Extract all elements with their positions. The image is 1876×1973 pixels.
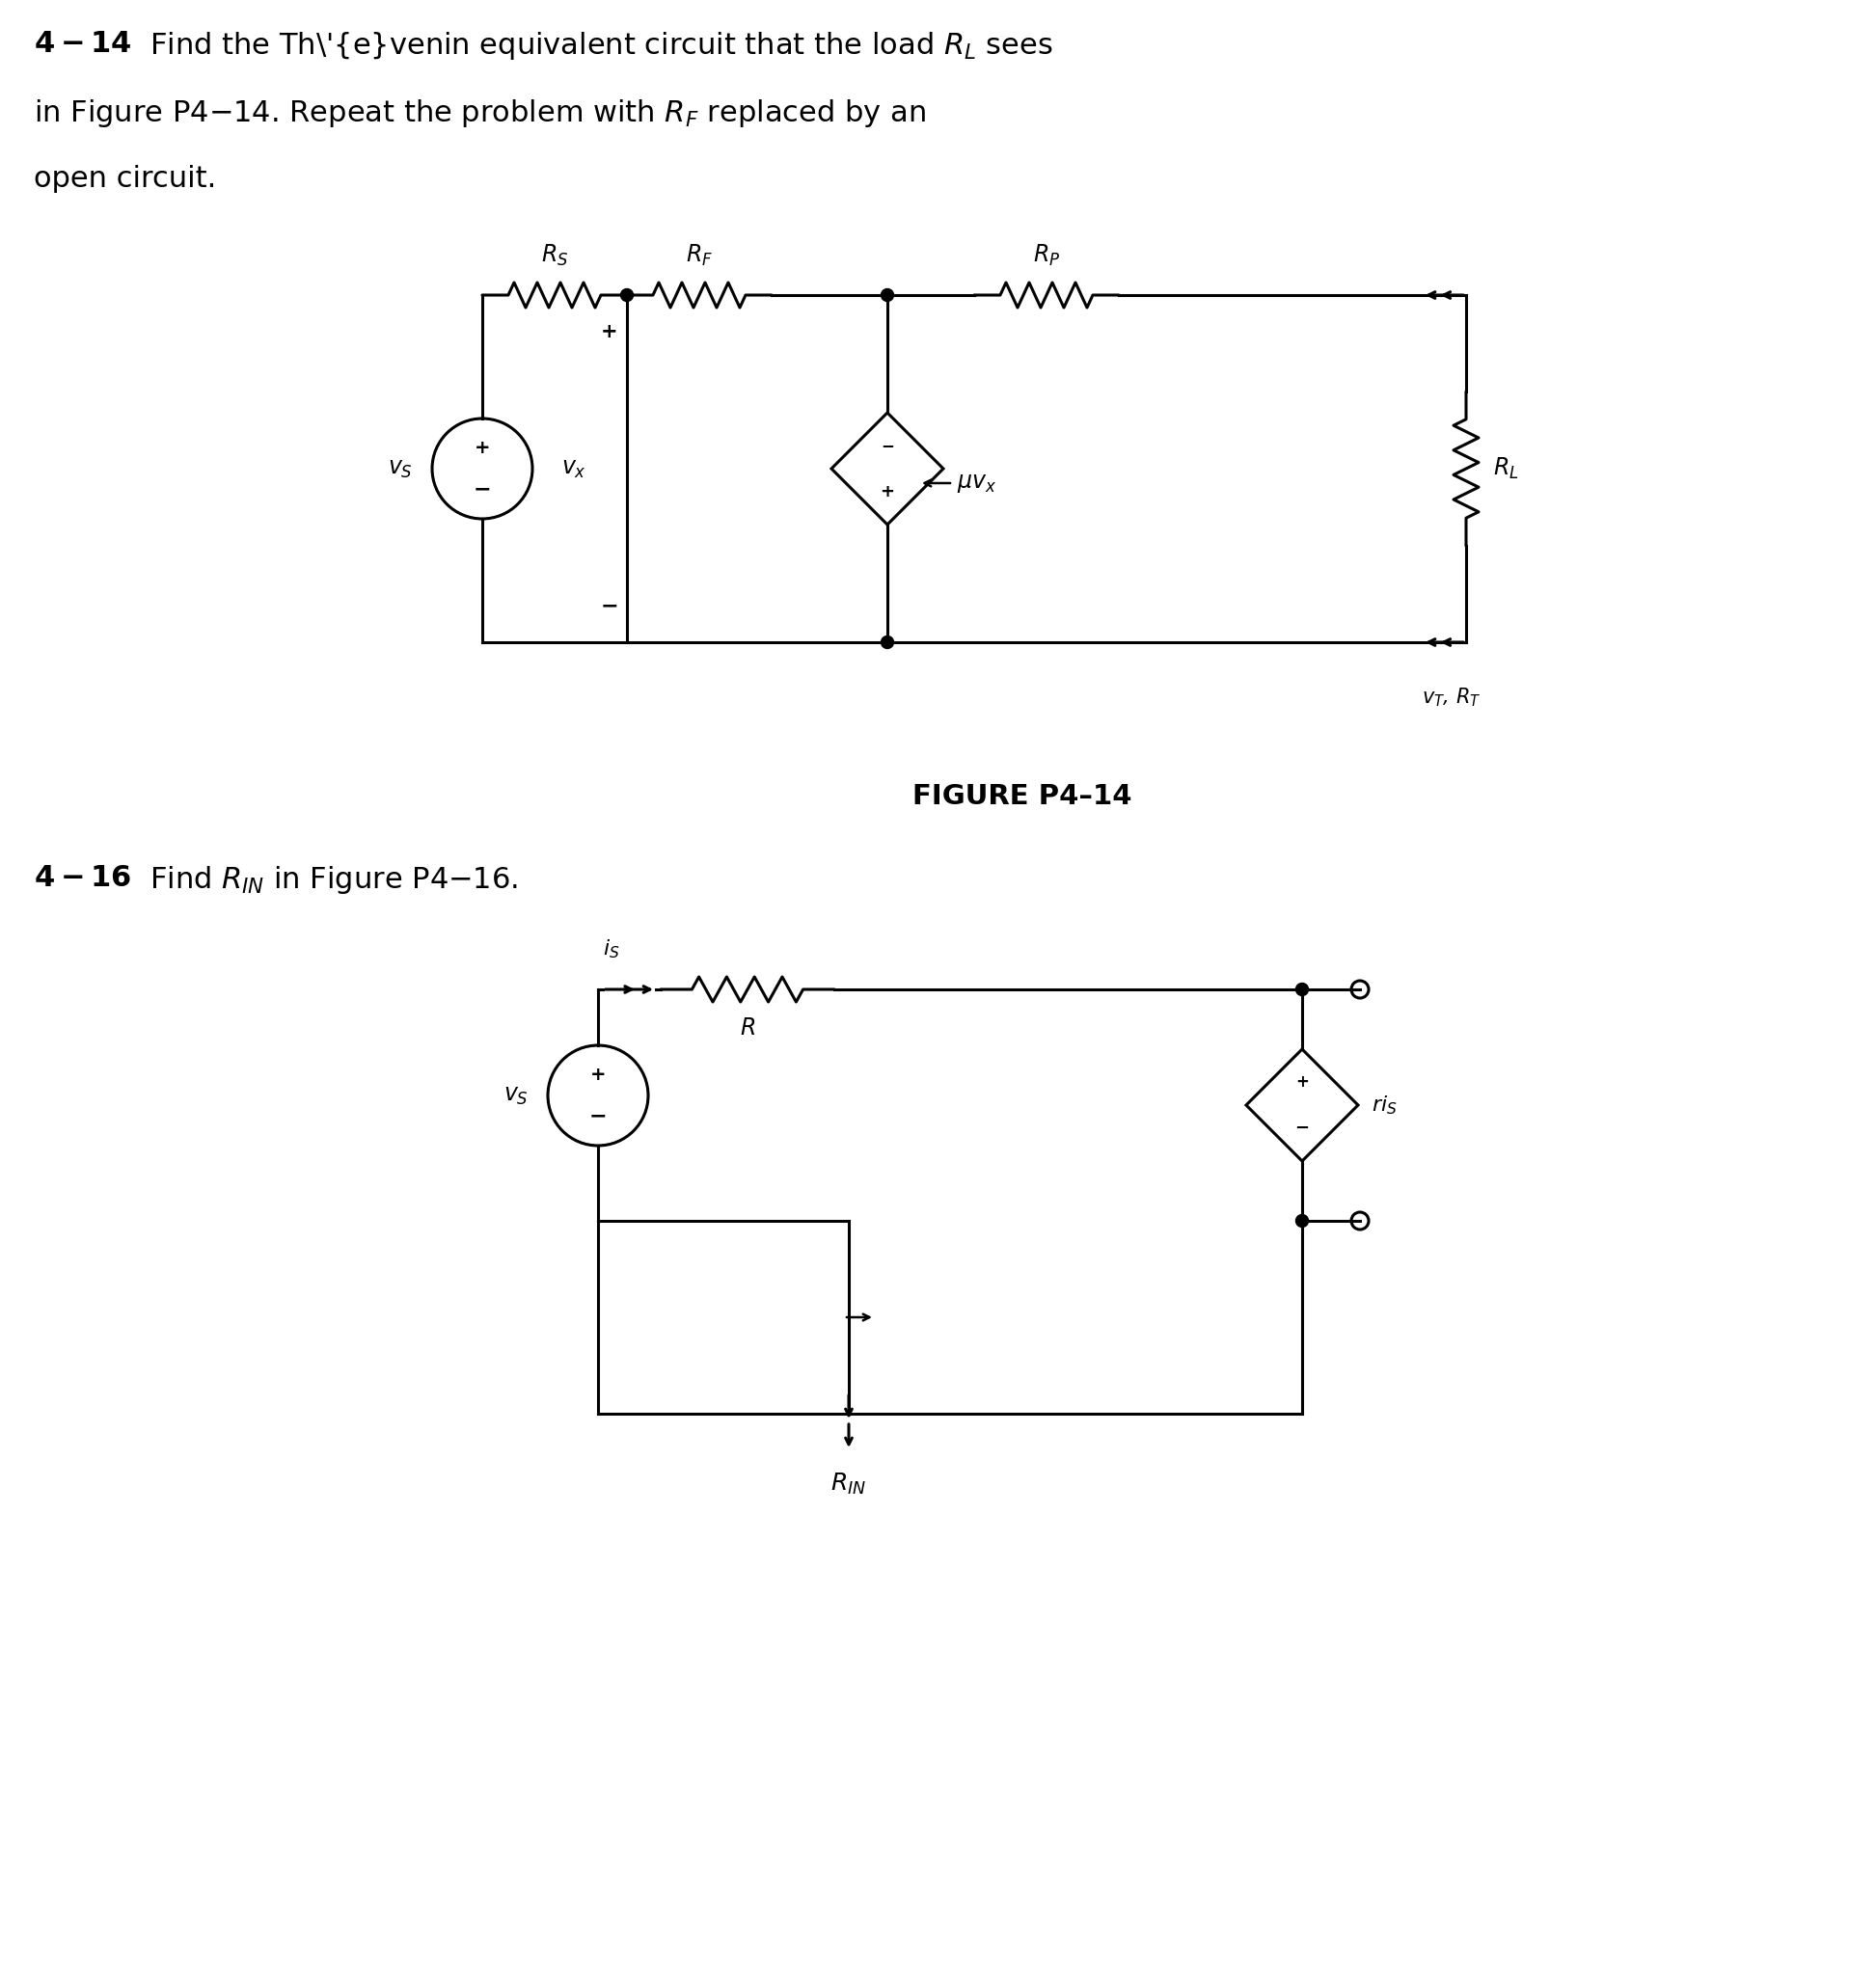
- Text: $R_F$: $R_F$: [687, 243, 713, 268]
- Text: +: +: [1296, 1073, 1309, 1091]
- Text: −: −: [600, 596, 619, 616]
- Text: $ri_S$: $ri_S$: [1371, 1093, 1398, 1117]
- Circle shape: [882, 288, 893, 302]
- Text: Find $R_{IN}$ in Figure P4$-$16.: Find $R_{IN}$ in Figure P4$-$16.: [150, 864, 518, 896]
- Circle shape: [1296, 1215, 1308, 1227]
- Circle shape: [1296, 983, 1308, 996]
- Text: FIGURE P4–14: FIGURE P4–14: [914, 783, 1131, 811]
- Text: −: −: [589, 1107, 608, 1127]
- Text: +: +: [600, 322, 617, 341]
- Text: $R_{IN}$: $R_{IN}$: [831, 1472, 867, 1498]
- Text: +: +: [475, 438, 490, 458]
- Circle shape: [882, 635, 893, 649]
- Text: $\mathbf{4-16}$: $\mathbf{4-16}$: [34, 864, 131, 892]
- Text: Find the Th\'{e}venin equivalent circuit that the load $R_L$ sees: Find the Th\'{e}venin equivalent circuit…: [150, 30, 1052, 61]
- Text: −: −: [473, 479, 492, 499]
- Text: $R_P$: $R_P$: [1034, 243, 1060, 268]
- Text: $\mu v_x$: $\mu v_x$: [957, 472, 996, 495]
- Text: $v_S$: $v_S$: [388, 458, 413, 479]
- Text: in Figure P4$-$14. Repeat the problem with $R_F$ replaced by an: in Figure P4$-$14. Repeat the problem wi…: [34, 97, 927, 128]
- Text: +: +: [880, 483, 895, 501]
- Text: open circuit.: open circuit.: [34, 166, 216, 193]
- Text: $R_L$: $R_L$: [1493, 456, 1520, 481]
- Text: $v_x$: $v_x$: [561, 458, 587, 479]
- Text: $\mathbf{4-14}$: $\mathbf{4-14}$: [34, 30, 131, 57]
- Text: $v_S$: $v_S$: [503, 1083, 529, 1107]
- Text: $R_S$: $R_S$: [540, 243, 568, 268]
- Text: −: −: [880, 436, 895, 454]
- Text: −: −: [1294, 1121, 1309, 1136]
- Text: $R$: $R$: [739, 1016, 756, 1040]
- Circle shape: [621, 288, 634, 302]
- Text: $i_S$: $i_S$: [602, 937, 619, 961]
- Text: $v_T$, $R_T$: $v_T$, $R_T$: [1422, 687, 1482, 708]
- Text: +: +: [591, 1065, 606, 1083]
